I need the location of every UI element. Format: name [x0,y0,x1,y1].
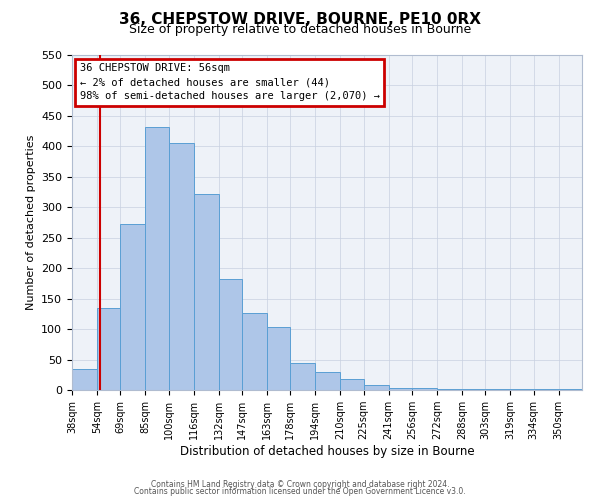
Bar [121,224,145,390]
Bar [533,389,559,390]
Bar [145,127,169,390]
Bar [72,368,97,390]
X-axis label: Distribution of detached houses by size in Bourne: Distribution of detached houses by size … [179,445,475,458]
Bar [290,362,316,390]
Bar [389,388,412,390]
Bar [340,379,364,390]
Bar [437,389,462,390]
Bar [364,385,389,390]
Text: 36, CHEPSTOW DRIVE, BOURNE, PE10 0RX: 36, CHEPSTOW DRIVE, BOURNE, PE10 0RX [119,12,481,28]
Bar [412,388,437,390]
Text: Contains public sector information licensed under the Open Government Licence v3: Contains public sector information licen… [134,487,466,496]
Bar [559,389,582,390]
Bar [194,194,218,390]
Text: 36 CHEPSTOW DRIVE: 56sqm
← 2% of detached houses are smaller (44)
98% of semi-de: 36 CHEPSTOW DRIVE: 56sqm ← 2% of detache… [80,64,380,102]
Bar [510,389,533,390]
Bar [267,328,290,390]
Bar [97,308,121,390]
Bar [316,372,340,390]
Bar [242,312,267,390]
Bar [485,389,510,390]
Bar [462,389,485,390]
Text: Contains HM Land Registry data © Crown copyright and database right 2024.: Contains HM Land Registry data © Crown c… [151,480,449,489]
Text: Size of property relative to detached houses in Bourne: Size of property relative to detached ho… [129,22,471,36]
Y-axis label: Number of detached properties: Number of detached properties [26,135,35,310]
Bar [218,278,242,390]
Bar [169,144,194,390]
